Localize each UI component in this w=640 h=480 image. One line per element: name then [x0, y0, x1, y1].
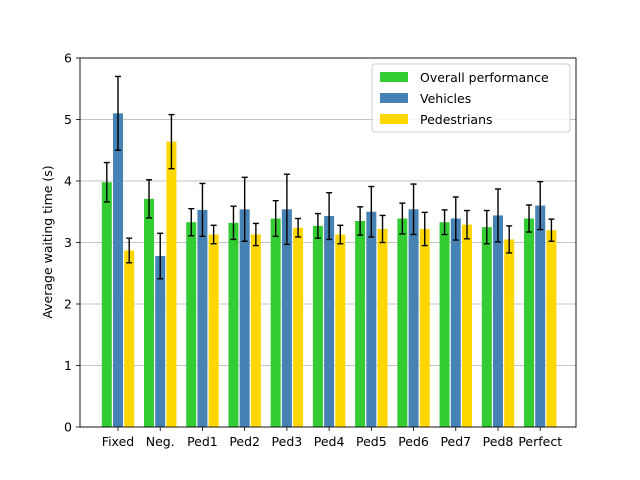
- bar-ped5-1: [366, 211, 377, 427]
- bar-ped5-0: [355, 220, 366, 427]
- y-tick-label: 4: [64, 174, 72, 189]
- y-tick-label: 2: [64, 297, 72, 312]
- bar-ped3-1: [281, 209, 292, 427]
- bar-ped6-0: [397, 218, 408, 427]
- x-tick-label: Ped8: [483, 434, 514, 449]
- bar-neg-2: [166, 141, 177, 427]
- x-tick-label: Ped5: [356, 434, 387, 449]
- legend-label: Vehicles: [420, 91, 471, 106]
- y-tick-label: 0: [64, 420, 72, 435]
- bar-fixed-0: [101, 182, 112, 427]
- bar-fixed-2: [124, 250, 135, 427]
- legend-swatch: [380, 93, 408, 103]
- bar-ped7-2: [461, 224, 472, 427]
- y-tick-label: 1: [64, 358, 72, 373]
- bar-ped5-2: [377, 228, 388, 427]
- bar-ped8-0: [481, 227, 492, 427]
- bar-neg-0: [144, 198, 155, 427]
- axes: 0 1 2 3 4 5 6 Fixed Neg. Ped1 Ped2 Ped3 Ped4 Ped5 Ped6…: [64, 51, 577, 449]
- y-axis-label: Average waiting time (s): [40, 165, 55, 318]
- bar-ped6-2: [419, 228, 430, 427]
- bar-perfect-1: [535, 205, 546, 427]
- legend-swatch: [380, 72, 408, 82]
- x-tick-label: Ped7: [440, 434, 471, 449]
- bar-ped2-0: [228, 222, 239, 427]
- bar-ped8-2: [504, 239, 515, 427]
- bars: [101, 113, 557, 427]
- x-tick-label: Perfect: [518, 434, 562, 449]
- bar-ped3-2: [293, 227, 304, 427]
- legend-box: [371, 63, 571, 133]
- bar-ped1-2: [208, 234, 219, 427]
- x-tick-label: Ped3: [272, 434, 303, 449]
- legend: Overall performance Vehicles Pedestrians: [371, 63, 571, 133]
- x-tick-label: Fixed: [102, 434, 134, 449]
- bar-perfect-2: [546, 230, 557, 427]
- bar-ped6-1: [408, 209, 419, 427]
- bar-neg-1: [155, 256, 166, 427]
- legend-label: Pedestrians: [420, 112, 493, 127]
- y-tick-label: 5: [64, 112, 72, 127]
- bar-ped7-1: [450, 218, 461, 427]
- legend-swatch: [380, 114, 408, 124]
- plot-frame: [79, 57, 577, 428]
- bar-ped8-1: [493, 215, 503, 427]
- bar-ped3-0: [270, 218, 281, 427]
- bar-ped1-1: [197, 209, 208, 427]
- x-tick-label: Neg.: [146, 434, 175, 449]
- bar-ped4-2: [335, 234, 346, 427]
- error-bars: [103, 75, 555, 280]
- y-tick-label: 3: [64, 235, 72, 250]
- bar-ped2-1: [239, 209, 250, 427]
- bar-ped1-0: [186, 222, 197, 427]
- x-tick-label: Ped1: [187, 434, 218, 449]
- legend-label: Overall performance: [420, 70, 549, 85]
- bar-ped2-2: [250, 234, 261, 427]
- y-tick-label: 6: [64, 51, 72, 66]
- x-tick-label: Ped6: [398, 434, 429, 449]
- bar-fixed-1: [113, 113, 123, 427]
- bar-ped4-0: [312, 225, 323, 427]
- bar-perfect-0: [524, 218, 535, 427]
- bar-ped7-0: [439, 222, 450, 427]
- x-tick-label: Ped4: [314, 434, 345, 449]
- bar-ped4-1: [324, 216, 335, 427]
- x-tick-label: Ped2: [229, 434, 260, 449]
